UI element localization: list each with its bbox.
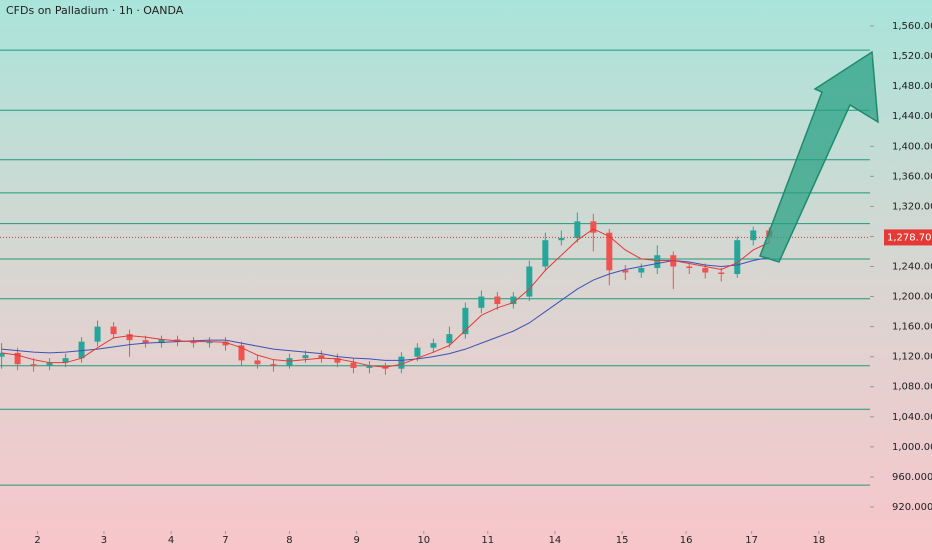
candle-body: [750, 230, 757, 241]
plot: [0, 212, 870, 375]
chart-title: CFDs on Palladium · 1h · OANDA: [6, 4, 184, 17]
up-arrow: [759, 50, 879, 263]
y-tick-label: 1,520.000: [892, 51, 932, 62]
y-tick-label: 1,000.000: [892, 442, 932, 453]
y-tick-label: 1,480.000: [892, 81, 932, 92]
x-tick-label: 16: [680, 535, 693, 546]
x-tick-label: 7: [222, 535, 228, 546]
candle-body: [270, 364, 277, 366]
x-tick-label: 8: [286, 535, 292, 546]
candle-body: [542, 240, 549, 267]
y-tick-label: 1,240.000: [892, 262, 932, 273]
candle-body: [334, 358, 341, 363]
candle-body: [510, 296, 517, 305]
candle-body: [398, 356, 405, 369]
y-tick-label: 960.000: [892, 472, 932, 483]
candle-body: [350, 362, 357, 368]
x-tick-label: 2: [34, 535, 40, 546]
axes: 920.000 960.000 1,000.000 1,040.000 1,080.00…: [34, 21, 932, 546]
candle-body: [238, 345, 245, 361]
candle-body: [526, 266, 533, 297]
candle-body: [718, 272, 725, 275]
candle-body: [318, 355, 325, 359]
candle-body: [734, 240, 741, 275]
y-tick-label: 1,080.000: [892, 382, 932, 393]
candle-body: [190, 341, 197, 344]
candle-body: [110, 326, 117, 335]
candle-body: [142, 340, 149, 344]
candle-body: [94, 326, 101, 342]
candle-body: [558, 237, 565, 241]
y-tick-label: 1,120.000: [892, 352, 932, 363]
candle-body: [686, 266, 693, 269]
candle-body: [14, 352, 21, 365]
candle-body: [446, 334, 453, 344]
y-tick-label: 1,200.000: [892, 292, 932, 303]
candle-body: [414, 347, 421, 357]
candle-body: [158, 339, 165, 344]
x-tick-label: 17: [745, 535, 758, 546]
y-tick-label: 1,560.000: [892, 21, 932, 32]
candle-body: [366, 365, 373, 368]
candle-body: [302, 355, 309, 359]
y-tick-label: 1,360.000: [892, 171, 932, 182]
y-tick-label: 920.000: [892, 502, 932, 513]
candle-body: [126, 334, 133, 341]
candle-body: [622, 270, 629, 273]
candle-body: [494, 296, 501, 305]
candle-body: [654, 255, 661, 269]
candle-body: [430, 343, 437, 348]
x-tick-label: 15: [616, 535, 629, 546]
levels: [0, 49, 870, 486]
candle-body: [62, 358, 69, 363]
candle-body: [206, 341, 213, 344]
x-tick-label: 18: [812, 535, 825, 546]
x-tick-label: 4: [168, 535, 174, 546]
x-tick-label: 11: [481, 535, 494, 546]
y-tick-label: 1,160.000: [892, 322, 932, 333]
y-tick-label: 1,400.000: [892, 141, 932, 152]
candle-body: [590, 221, 597, 233]
candle-body: [606, 232, 613, 271]
last-price-label: 1,278.706: [887, 232, 932, 243]
candle-body: [702, 268, 709, 273]
x-tick-label: 10: [417, 535, 430, 546]
x-tick-label: 9: [353, 535, 359, 546]
x-tick-label: 14: [549, 535, 562, 546]
candle-body: [574, 221, 581, 238]
candle-body: [46, 362, 53, 366]
candle-body: [0, 352, 5, 357]
moving-average: [1, 228, 770, 368]
candle-body: [222, 341, 229, 346]
y-tick-label: 1,440.000: [892, 111, 932, 122]
y-tick-label: 1,320.000: [892, 201, 932, 212]
candle-body: [286, 358, 293, 366]
candle-body: [254, 360, 261, 365]
x-tick-label: 3: [101, 535, 107, 546]
candle-body: [638, 268, 645, 273]
candle-body: [478, 296, 485, 308]
candle-body: [78, 341, 85, 359]
last-price-tag: [884, 229, 932, 246]
moving-average: [1, 256, 770, 361]
candle-body: [462, 307, 469, 335]
candle-body: [30, 364, 37, 366]
y-tick-label: 1,040.000: [892, 412, 932, 423]
